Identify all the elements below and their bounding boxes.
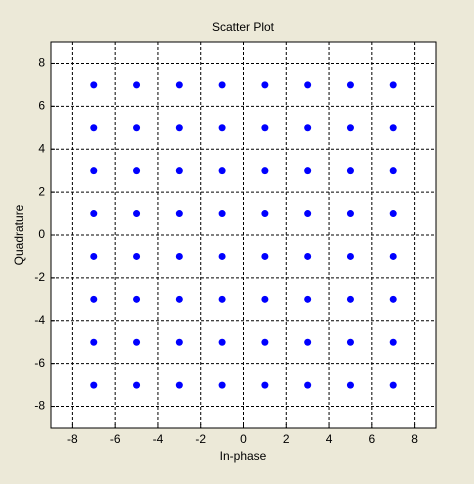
- scatter-point: [218, 81, 226, 89]
- scatter-point: [133, 381, 141, 389]
- scatter-point: [90, 381, 98, 389]
- scatter-point: [133, 338, 141, 346]
- x-tick-label: -6: [110, 432, 121, 446]
- scatter-point: [261, 81, 269, 89]
- x-axis-label: In-phase: [220, 449, 267, 463]
- scatter-point: [304, 210, 312, 218]
- scatter-point: [261, 252, 269, 260]
- scatter-point: [90, 252, 98, 260]
- scatter-point: [218, 381, 226, 389]
- scatter-point: [346, 210, 354, 218]
- scatter-point: [175, 338, 183, 346]
- scatter-point: [261, 167, 269, 175]
- scatter-point: [304, 252, 312, 260]
- scatter-point: [304, 81, 312, 89]
- scatter-point: [346, 381, 354, 389]
- scatter-point: [389, 124, 397, 132]
- scatter-point: [90, 338, 98, 346]
- x-tick-label: -4: [153, 432, 164, 446]
- scatter-point: [346, 167, 354, 175]
- scatter-point: [175, 167, 183, 175]
- scatter-point: [346, 338, 354, 346]
- scatter-point: [389, 252, 397, 260]
- scatter-point: [133, 124, 141, 132]
- scatter-point: [304, 124, 312, 132]
- scatter-point: [90, 210, 98, 218]
- scatter-point: [133, 210, 141, 218]
- scatter-point: [90, 124, 98, 132]
- scatter-point: [218, 338, 226, 346]
- x-tick-label: -2: [195, 432, 206, 446]
- scatter-point: [175, 295, 183, 303]
- y-tick-label: 2: [38, 184, 45, 198]
- scatter-point: [389, 81, 397, 89]
- scatter-point: [389, 338, 397, 346]
- scatter-point: [133, 81, 141, 89]
- scatter-point: [218, 124, 226, 132]
- scatter-point: [133, 167, 141, 175]
- y-axis-label: Quadrature: [12, 204, 26, 265]
- scatter-point: [389, 210, 397, 218]
- x-tick-label: 4: [326, 432, 333, 446]
- scatter-point: [90, 295, 98, 303]
- scatter-point: [389, 167, 397, 175]
- scatter-point: [133, 295, 141, 303]
- scatter-point: [304, 295, 312, 303]
- scatter-point: [175, 252, 183, 260]
- y-tick-label: 0: [38, 227, 45, 241]
- scatter-point: [304, 167, 312, 175]
- scatter-point: [218, 167, 226, 175]
- scatter-point: [90, 81, 98, 89]
- scatter-point: [346, 295, 354, 303]
- scatter-point: [261, 381, 269, 389]
- chart-title: Scatter Plot: [212, 20, 275, 34]
- scatter-point: [389, 381, 397, 389]
- y-tick-label: 8: [38, 56, 45, 70]
- scatter-point: [175, 210, 183, 218]
- y-tick-label: 4: [38, 141, 45, 155]
- y-tick-label: -4: [34, 313, 45, 327]
- scatter-point: [218, 252, 226, 260]
- scatter-point: [175, 381, 183, 389]
- scatter-point: [389, 295, 397, 303]
- scatter-point: [261, 338, 269, 346]
- x-tick-label: -8: [67, 432, 78, 446]
- x-tick-label: 6: [368, 432, 375, 446]
- scatter-point: [175, 81, 183, 89]
- scatter-point: [304, 338, 312, 346]
- scatter-point: [218, 295, 226, 303]
- x-tick-label: 0: [240, 432, 247, 446]
- scatter-point: [90, 167, 98, 175]
- y-tick-label: -8: [34, 399, 45, 413]
- y-tick-label: -6: [34, 356, 45, 370]
- scatter-point: [346, 124, 354, 132]
- scatter-point: [133, 252, 141, 260]
- scatter-point: [261, 124, 269, 132]
- x-tick-label: 8: [411, 432, 418, 446]
- scatter-point: [346, 81, 354, 89]
- scatter-point: [261, 210, 269, 218]
- scatter-point: [175, 124, 183, 132]
- scatter-point: [261, 295, 269, 303]
- scatter-point: [346, 252, 354, 260]
- y-tick-label: -2: [34, 270, 45, 284]
- scatter-point: [218, 210, 226, 218]
- x-tick-label: 2: [283, 432, 290, 446]
- scatter-point: [304, 381, 312, 389]
- y-tick-label: 6: [38, 99, 45, 113]
